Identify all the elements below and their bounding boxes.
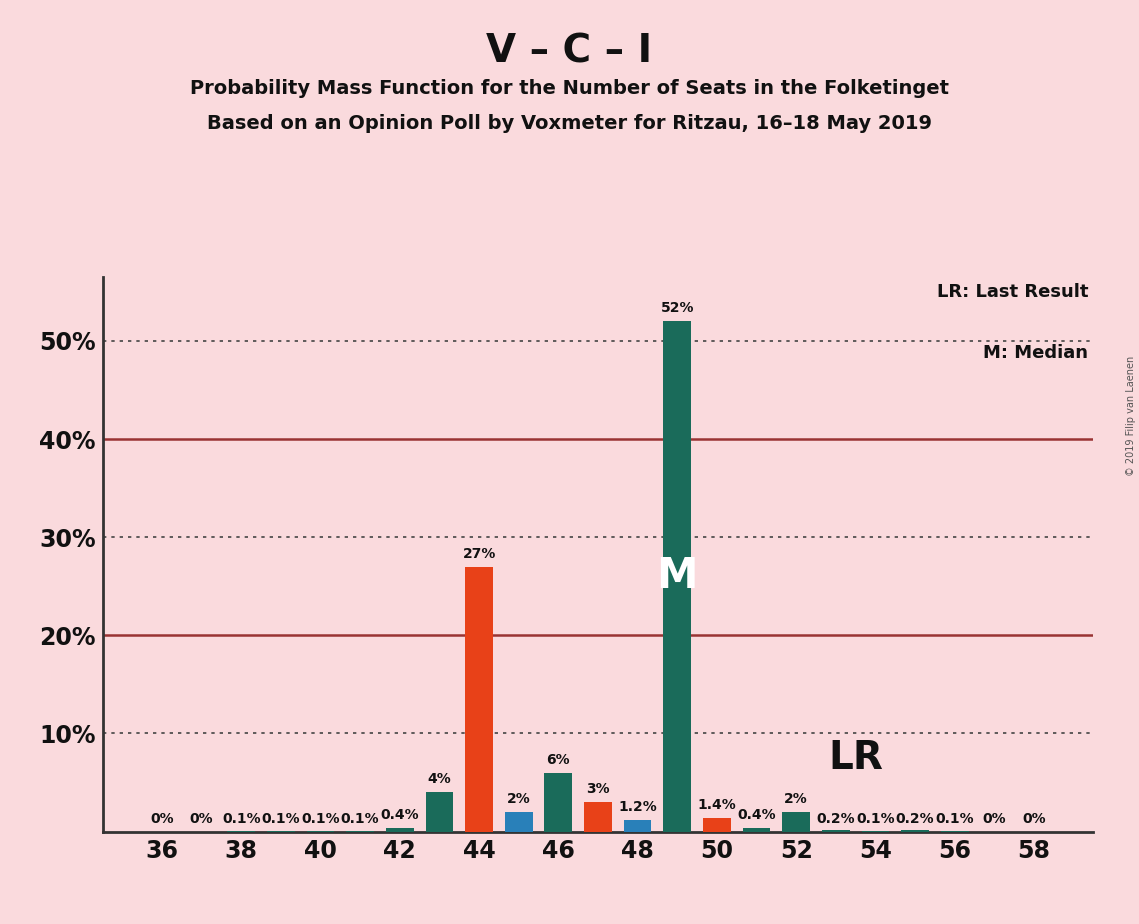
Bar [426, 793, 453, 832]
Text: 0.1%: 0.1% [301, 811, 339, 826]
Text: LR: LR [828, 739, 883, 777]
Text: M: Median: M: Median [983, 344, 1089, 361]
Text: Based on an Opinion Poll by Voxmeter for Ritzau, 16–18 May 2019: Based on an Opinion Poll by Voxmeter for… [207, 114, 932, 133]
Text: 0.1%: 0.1% [935, 811, 974, 826]
Bar [624, 820, 652, 832]
Text: 0.1%: 0.1% [262, 811, 301, 826]
Text: 1.2%: 1.2% [618, 800, 657, 814]
Text: 1.4%: 1.4% [697, 798, 736, 812]
Text: 0%: 0% [150, 811, 174, 826]
Text: 0.4%: 0.4% [380, 808, 419, 821]
Bar [505, 812, 533, 832]
Bar [822, 830, 850, 832]
Bar [861, 831, 890, 832]
Bar [306, 831, 335, 832]
Text: 6%: 6% [547, 753, 571, 767]
Text: 52%: 52% [661, 301, 694, 315]
Text: LR: Last Result: LR: Last Result [937, 283, 1089, 300]
Text: Probability Mass Function for the Number of Seats in the Folketinget: Probability Mass Function for the Number… [190, 79, 949, 98]
Bar [584, 802, 612, 832]
Bar [228, 831, 255, 832]
Bar [941, 831, 968, 832]
Bar [663, 322, 691, 832]
Text: 0.4%: 0.4% [737, 808, 776, 821]
Bar [386, 828, 413, 832]
Text: © 2019 Filip van Laenen: © 2019 Filip van Laenen [1126, 356, 1136, 476]
Bar [267, 831, 295, 832]
Bar [703, 818, 731, 832]
Bar [901, 830, 929, 832]
Text: M: M [656, 555, 698, 598]
Text: 0%: 0% [1022, 811, 1046, 826]
Text: 2%: 2% [507, 792, 531, 806]
Text: 0.1%: 0.1% [341, 811, 379, 826]
Text: 0%: 0% [983, 811, 1006, 826]
Bar [743, 828, 770, 832]
Text: 0.2%: 0.2% [895, 811, 934, 826]
Text: 27%: 27% [462, 547, 495, 561]
Text: 2%: 2% [785, 792, 808, 806]
Text: 0.1%: 0.1% [222, 811, 261, 826]
Text: V – C – I: V – C – I [486, 32, 653, 70]
Bar [782, 812, 810, 832]
Text: 3%: 3% [587, 783, 609, 796]
Bar [465, 566, 493, 832]
Text: 0.2%: 0.2% [817, 811, 855, 826]
Bar [544, 772, 572, 832]
Text: 0%: 0% [190, 811, 213, 826]
Bar [346, 831, 374, 832]
Text: 4%: 4% [427, 772, 451, 786]
Text: 0.1%: 0.1% [857, 811, 895, 826]
